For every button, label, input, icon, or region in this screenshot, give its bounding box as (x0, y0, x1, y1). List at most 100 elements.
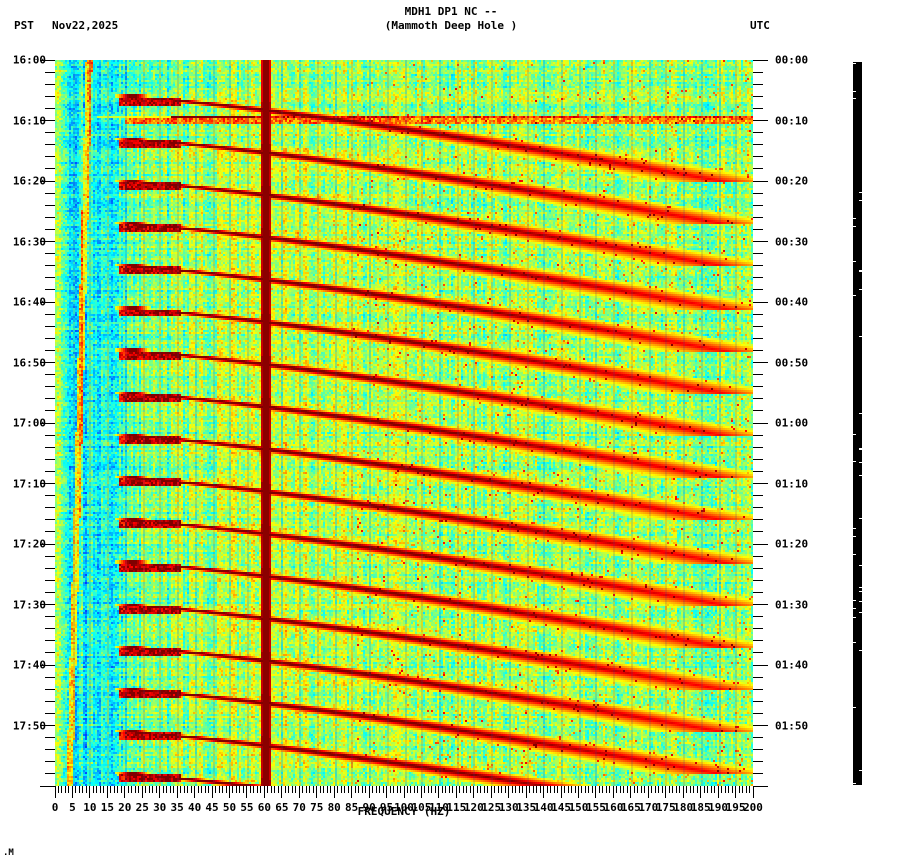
axis-tick (45, 216, 55, 218)
frequency-tick-label: 85 (345, 801, 359, 814)
frequency-tick-label: 10 (83, 801, 97, 814)
axis-tick (668, 786, 670, 793)
axis-tick (508, 786, 510, 798)
axis-tick (753, 483, 768, 484)
axis-tick (45, 591, 55, 593)
axis-tick (45, 277, 55, 279)
axis-tick (616, 786, 618, 793)
axis-tick (588, 786, 590, 793)
axis-tick (511, 786, 513, 793)
axis-tick (612, 786, 614, 798)
axis-tick (253, 786, 255, 793)
axis-tick (309, 786, 311, 793)
axis-tick (753, 349, 763, 351)
time-tick-label-local: 16:50 (12, 356, 46, 369)
axis-tick (753, 543, 768, 545)
axis-tick (103, 786, 105, 793)
axis-tick (686, 786, 688, 793)
axis-tick (633, 786, 635, 793)
axis-tick (591, 786, 593, 793)
axis-tick (45, 652, 55, 654)
axis-tick (45, 95, 55, 97)
axis-tick (753, 591, 763, 593)
corner-mark: .M (3, 848, 14, 858)
axis-tick (40, 362, 55, 363)
axis-tick (689, 786, 691, 793)
axis-tick (148, 786, 150, 793)
axis-tick (602, 786, 604, 793)
axis-tick (281, 786, 283, 798)
spectrogram-plot[interactable] (55, 60, 753, 786)
axis-tick (403, 786, 405, 798)
axis-tick (753, 785, 768, 787)
axis-tick (242, 786, 244, 793)
time-tick-label-utc: 00:40 (775, 295, 809, 309)
axis-tick (40, 180, 55, 182)
axis-tick (553, 786, 555, 793)
axis-tick (753, 289, 763, 291)
axis-tick (626, 786, 628, 793)
axis-tick (45, 737, 55, 739)
axis-tick (40, 120, 55, 121)
axis-tick (319, 786, 321, 793)
axis-tick (753, 156, 763, 158)
time-tick-label-utc: 01:10 (775, 477, 809, 490)
axis-tick (78, 786, 80, 793)
axis-tick (45, 712, 55, 714)
frequency-tick-label: 175 (655, 801, 676, 814)
axis-tick (40, 422, 55, 424)
axis-tick (45, 253, 55, 255)
axis-tick (351, 786, 353, 798)
frequency-tick-label: 35 (170, 801, 184, 814)
axis-tick (288, 786, 290, 793)
time-tick-label-utc: 01:30 (775, 598, 809, 611)
axis-tick (753, 737, 763, 739)
axis-tick (753, 95, 763, 97)
axis-tick (138, 786, 140, 793)
axis-tick (382, 786, 384, 793)
axis-tick (753, 386, 763, 388)
frequency-tick-label: 140 (533, 801, 554, 814)
axis-tick (753, 652, 763, 654)
axis-tick (45, 640, 55, 642)
time-tick-label-utc: 00:30 (775, 235, 809, 248)
axis-tick (753, 434, 763, 436)
axis-tick (753, 228, 763, 230)
axis-tick (96, 786, 98, 793)
axis-tick (120, 786, 122, 793)
axis-tick (539, 786, 541, 793)
frequency-tick-label: 55 (240, 801, 254, 814)
axis-tick (753, 277, 763, 279)
axis-tick (745, 786, 747, 793)
axis-tick (155, 786, 157, 793)
frequency-tick-label: 165 (620, 801, 641, 814)
axis-tick (753, 616, 763, 618)
axis-tick (753, 555, 763, 557)
spectrogram-image[interactable] (55, 60, 753, 786)
axis-tick (455, 786, 457, 798)
axis-tick (45, 676, 55, 678)
axis-tick (584, 786, 586, 793)
axis-tick (45, 144, 55, 146)
frequency-tick-label: 150 (568, 801, 589, 814)
axis-tick (45, 773, 55, 775)
axis-tick (753, 216, 763, 218)
frequency-tick-label: 125 (481, 801, 502, 814)
axis-tick (504, 786, 506, 793)
axis-tick (45, 265, 55, 267)
time-tick-label-local: 17:10 (12, 477, 46, 490)
axis-tick (476, 786, 478, 793)
axis-tick (581, 786, 583, 793)
axis-tick (173, 786, 175, 793)
axis-tick (305, 786, 307, 793)
axis-tick (494, 786, 496, 793)
axis-tick (714, 786, 716, 793)
axis-tick (640, 786, 642, 793)
axis-tick (753, 628, 763, 630)
axis-tick (92, 786, 94, 793)
axis-tick (54, 786, 56, 798)
axis-tick (45, 132, 55, 134)
axis-tick (159, 786, 161, 798)
frequency-tick-label: 185 (690, 801, 711, 814)
axis-tick (291, 786, 293, 793)
